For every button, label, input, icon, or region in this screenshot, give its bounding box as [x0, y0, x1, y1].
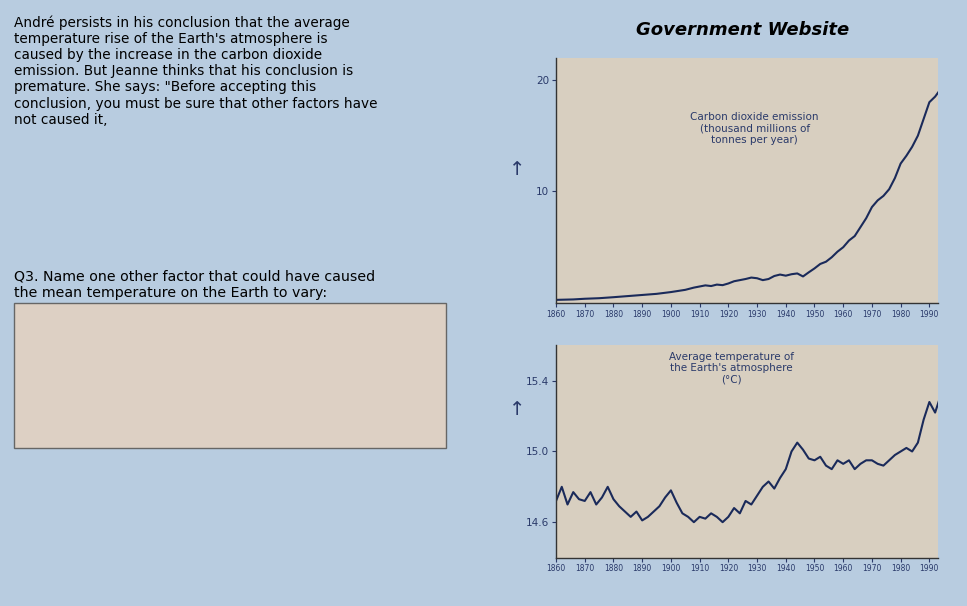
Text: Carbon dioxide emission
(thousand millions of
tonnes per year): Carbon dioxide emission (thousand millio… [690, 112, 819, 145]
Text: Average temperature of
the Earth's atmosphere
(°C): Average temperature of the Earth's atmos… [669, 351, 794, 385]
Text: ↑: ↑ [510, 399, 525, 419]
Text: Government Website: Government Website [636, 21, 850, 39]
Text: André persists in his conclusion that the average
temperature rise of the Earth': André persists in his conclusion that th… [15, 15, 377, 127]
Text: ↑: ↑ [510, 160, 525, 179]
Text: years: years [672, 377, 707, 390]
Text: Q3. Name one other factor that could have caused
the mean temperature on the Ear: Q3. Name one other factor that could hav… [15, 270, 375, 300]
FancyBboxPatch shape [15, 303, 446, 448]
